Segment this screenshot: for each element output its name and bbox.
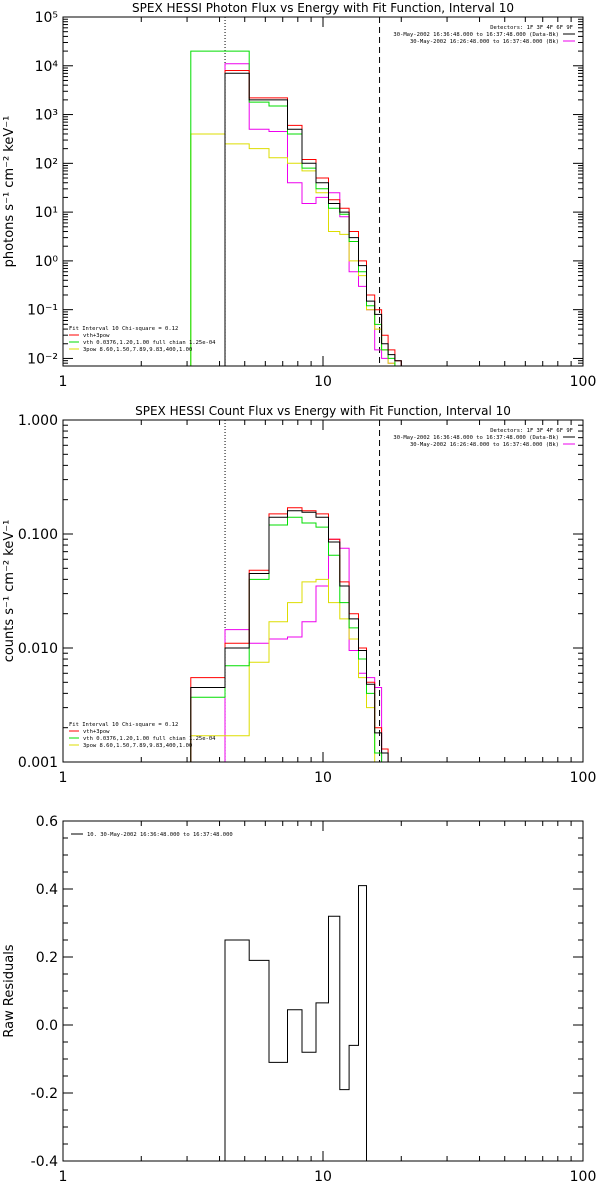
y-axis-label: photons s⁻¹ cm⁻² keV⁻¹: [2, 116, 17, 268]
legend-bottom-entry: 3pow 8.60,1.50,7.89,9.83,400,1.00: [83, 743, 192, 749]
y-tick-label: 10¹: [35, 205, 58, 221]
x-tick-label: 1: [59, 374, 68, 390]
series-3pow: [190, 578, 376, 762]
legend-bottom-entry: vth+3pow: [83, 333, 110, 339]
legend-bottom-entry: Fit Interval 10 Chi-square = 0.12: [69, 326, 178, 332]
series-bk: [224, 63, 396, 366]
legend-top-entry: Detectors: 1F 3F 4F 6F 9F: [490, 25, 573, 31]
series-data-bk: [190, 510, 389, 762]
y-tick-label: -0.2: [31, 1086, 58, 1102]
legend-top-entry: 30-May-2002 16:36:48.000 to 16:37:48.000…: [393, 435, 559, 441]
plot-frame: [62, 419, 584, 763]
y-tick-label: 1.000: [18, 413, 58, 429]
series-3pow: [190, 133, 396, 366]
x-tick-label: 1: [59, 1169, 68, 1185]
y-tick-label: 0.6: [36, 814, 58, 830]
legend-bottom-entry: vth+3pow: [83, 729, 110, 735]
y-tick-label: 10⁴: [35, 59, 59, 75]
x-tick-label: 10: [314, 1169, 332, 1185]
chart-panel-1: SPEX HESSI Photon Flux vs Energy with Fi…: [2, 1, 596, 390]
y-tick-label: 0.2: [36, 950, 58, 966]
y-tick-label: 0.001: [18, 755, 58, 771]
y-tick-label: 0.010: [18, 641, 58, 657]
series-data-bk: [224, 72, 402, 366]
y-tick-label: 10⁻²: [27, 351, 58, 367]
y-tick-label: -0.4: [31, 1154, 58, 1170]
series-vth-3pow: [224, 70, 402, 366]
y-tick-label: 10⁵: [35, 10, 58, 26]
y-tick-label: 0.0: [36, 1018, 58, 1034]
x-tick-label: 100: [570, 374, 597, 390]
y-tick-label: 10³: [35, 108, 58, 124]
legend-entry: 10. 30-May-2002 16:36:48.000 to 16:37:48…: [87, 832, 233, 838]
series-vth: [190, 516, 383, 762]
y-tick-label: 10⁰: [35, 254, 59, 270]
legend-top-entry: 30-May-2002 16:36:48.000 to 16:37:48.000…: [393, 32, 559, 38]
y-tick-label: 0.100: [18, 527, 58, 543]
x-tick-label: 10: [314, 770, 332, 786]
y-tick-label: 0.4: [36, 882, 58, 898]
legend-top-entry: 30-May-2002 16:26:48.000 to 16:37:48.000…: [410, 39, 559, 45]
x-tick-label: 100: [570, 1169, 597, 1185]
chart-title: SPEX HESSI Photon Flux vs Energy with Fi…: [132, 1, 514, 15]
series-vth: [190, 50, 396, 366]
legend-top-entry: Detectors: 1F 3F 4F 6F 9F: [490, 428, 573, 434]
x-tick-label: 1: [59, 770, 68, 786]
y-tick-label: 10⁻¹: [27, 303, 58, 319]
legend-bottom-entry: vth 0.0376,1.20,1.00 full chian 1.25e-04: [83, 736, 216, 742]
x-tick-label: 100: [570, 770, 597, 786]
chart-panel-3: Raw Residuals 1 10 100 -0.4 -0.2 0.0 0.2 0.4 0.6 1…: [2, 814, 596, 1185]
legend-bottom-entry: 3pow 8.60,1.50,7.89,9.83,400,1.00: [83, 347, 192, 353]
x-tick-label: 10: [314, 374, 332, 390]
chart-panel-2: SPEX HESSI Count Flux vs Energy with Fit…: [2, 404, 596, 786]
legend-top-entry: 30-May-2002 16:26:48.000 to 16:37:48.000…: [410, 442, 559, 448]
y-tick-label: 10²: [35, 156, 58, 172]
plot-frame: [62, 16, 584, 367]
series-residuals: [224, 885, 367, 1161]
y-axis-label: Raw Residuals: [2, 944, 17, 1037]
chart-title: SPEX HESSI Count Flux vs Energy with Fit…: [135, 404, 511, 418]
y-axis-label: counts s⁻¹ cm⁻² keV⁻¹: [2, 520, 17, 663]
plot-frame: [62, 820, 584, 1162]
legend-bottom-entry: Fit Interval 10 Chi-square = 0.12: [69, 722, 178, 728]
legend-bottom-entry: vth 0.0376,1.20,1.00 full chian 1.25e-04: [83, 340, 216, 346]
